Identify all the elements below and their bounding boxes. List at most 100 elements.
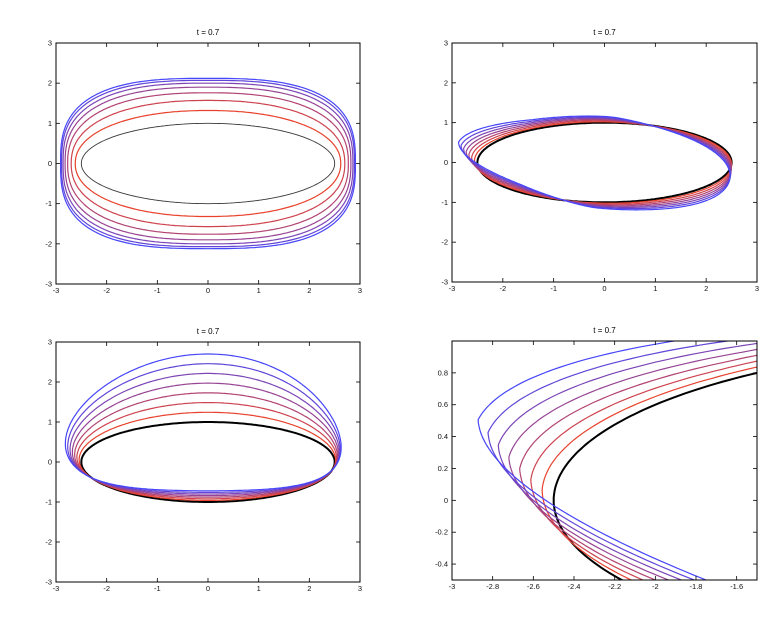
y-tick-label: 3 <box>48 338 52 347</box>
evolved-curve <box>64 86 352 241</box>
x-tick-label: 3 <box>358 584 362 593</box>
x-tick-label: -3 <box>449 284 456 293</box>
y-tick-label: 1 <box>444 118 448 127</box>
y-tick-label: -2 <box>45 538 52 547</box>
x-tick-label: -2 <box>103 286 110 295</box>
initial-curve <box>552 371 757 580</box>
x-tick-label: 2 <box>704 284 708 293</box>
y-tick-label: 3 <box>444 39 448 48</box>
y-tick-label: 0 <box>48 159 52 168</box>
y-tick-label: 0.6 <box>438 400 448 409</box>
evolved-curve <box>530 360 757 580</box>
x-tick-label: 1 <box>653 284 657 293</box>
evolved-curve <box>497 342 757 580</box>
evolved-curve <box>71 382 339 497</box>
y-tick-label: 3 <box>48 39 52 48</box>
axes-box <box>55 42 361 285</box>
x-tick-label: -2 <box>499 284 506 293</box>
y-tick-label: -1 <box>45 498 52 507</box>
x-tick-label: 2 <box>307 286 311 295</box>
plot-area-bottom-left: -3 -2 -1 0 1 2 3 -3 -2 -1 0 1 2 3 <box>45 338 362 594</box>
x-tick-label: -2 <box>103 584 110 593</box>
plot-area-top-left: -3 -2 -1 0 1 2 3 -3 -2 -1 0 1 2 3 <box>45 39 362 296</box>
initial-curve <box>80 122 336 205</box>
x-tick-label: -1.8 <box>690 582 703 591</box>
subplot-bottom-left: t = 0.7 -3 -2 -1 0 1 2 3 -3 -2 -1 0 1 2 3 <box>26 326 376 602</box>
axes-box <box>55 341 361 583</box>
x-tick-label: 2 <box>307 584 311 593</box>
plot-title: t = 0.7 <box>593 28 616 37</box>
plot-title: t = 0.7 <box>593 326 616 335</box>
y-tick-label: -1 <box>45 199 52 208</box>
evolved-curve <box>457 115 731 211</box>
y-tick-label: 2 <box>48 79 52 88</box>
evolved-curve <box>61 79 355 248</box>
x-tick-label: 1 <box>257 286 261 295</box>
plot-area-top-right: -3 -2 -1 0 1 2 3 -3 -2 -1 0 1 2 3 <box>441 39 759 294</box>
subplot-top-right: t = 0.7 -3 -2 -1 0 1 2 3 -3 -2 -1 0 1 2 3 <box>422 27 773 302</box>
y-tick-label: 2 <box>444 78 448 87</box>
x-tick-label: -1 <box>154 584 161 593</box>
y-tick-label: 0.2 <box>438 464 448 473</box>
plot-title: t = 0.7 <box>196 28 220 37</box>
y-tick-label: 0 <box>48 458 52 467</box>
evolved-curve <box>62 82 354 245</box>
x-tick-label: -2 <box>652 582 659 591</box>
subplot-top-left: t = 0.7 -3 -2 -1 0 1 2 3 -3 -2 -1 0 1 2 3 <box>26 27 376 304</box>
evolved-curve <box>541 366 757 580</box>
y-tick-label: -0.4 <box>435 560 448 569</box>
x-tick-label: 3 <box>755 284 759 293</box>
x-tick-label: -3 <box>53 286 60 295</box>
evolved-curve <box>477 341 708 580</box>
y-tick-label: -0.2 <box>435 528 448 537</box>
evolved-curve <box>60 77 356 250</box>
plot-area-bottom-right: -3 -2.8 -2.6 -2.4 -2.2 -2 -1.8 -1.6 -0.4 -0.2 0 0.2… <box>435 340 758 591</box>
x-tick-label: -1 <box>550 284 557 293</box>
x-tick-label: 0 <box>602 284 606 293</box>
y-tick-label: 0 <box>444 496 448 505</box>
axes-box <box>451 42 758 283</box>
evolved-curve <box>67 92 349 235</box>
x-tick-label: 0 <box>206 286 210 295</box>
x-tick-label: -2.4 <box>568 582 581 591</box>
curve-group <box>477 341 757 580</box>
evolved-curve <box>76 402 338 500</box>
y-tick-label: -3 <box>45 280 52 289</box>
evolved-curve <box>508 348 757 580</box>
evolved-curve <box>69 372 340 495</box>
evolved-curve <box>487 341 732 580</box>
y-tick-label: 2 <box>48 378 52 387</box>
evolved-curve <box>78 411 337 501</box>
y-tick-label: -1 <box>441 198 448 207</box>
x-tick-label: -3 <box>449 582 456 591</box>
x-tick-label: 0 <box>206 584 210 593</box>
evolved-curve <box>519 354 757 580</box>
y-tick-label: 0.4 <box>438 432 448 441</box>
evolved-curve <box>64 353 342 492</box>
x-tick-label: -2.2 <box>608 582 621 591</box>
y-tick-label: -3 <box>45 578 52 587</box>
evolved-curve <box>74 392 338 498</box>
evolved-curve <box>74 109 342 218</box>
x-tick-label: 1 <box>257 584 261 593</box>
evolved-curve <box>70 99 346 228</box>
x-tick-label: -2.6 <box>527 582 540 591</box>
y-tick-label: 0 <box>444 158 448 167</box>
x-tick-label: -3 <box>53 584 60 593</box>
curve-group <box>457 115 733 211</box>
x-tick-label: -1 <box>154 286 161 295</box>
y-tick-label: -2 <box>45 239 52 248</box>
y-tick-label: -2 <box>441 238 448 247</box>
initial-curve <box>80 421 336 503</box>
x-tick-label: 3 <box>358 286 362 295</box>
y-tick-label: 0.8 <box>438 368 448 377</box>
curve-group <box>64 353 342 503</box>
evolved-curve <box>67 363 341 493</box>
curve-group <box>60 77 356 250</box>
y-tick-label: 1 <box>48 418 52 427</box>
y-tick-label: 1 <box>48 119 52 128</box>
x-tick-label: -1.6 <box>730 582 743 591</box>
axes-box <box>451 340 758 581</box>
subplot-bottom-right: t = 0.7 -3 -2.8 -2.6 -2.4 -2.2 -2 -1.8 -1.6 -0.4… <box>422 325 773 600</box>
